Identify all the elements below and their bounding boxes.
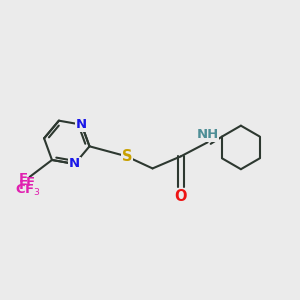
Text: N: N xyxy=(76,118,87,131)
Text: S: S xyxy=(122,149,132,164)
Text: CF$_3$: CF$_3$ xyxy=(15,183,41,198)
Text: N: N xyxy=(69,158,80,170)
Text: F: F xyxy=(26,176,35,189)
Text: NH: NH xyxy=(196,128,219,141)
Text: F: F xyxy=(19,172,28,185)
Text: O: O xyxy=(175,189,187,204)
Text: F: F xyxy=(19,179,28,192)
